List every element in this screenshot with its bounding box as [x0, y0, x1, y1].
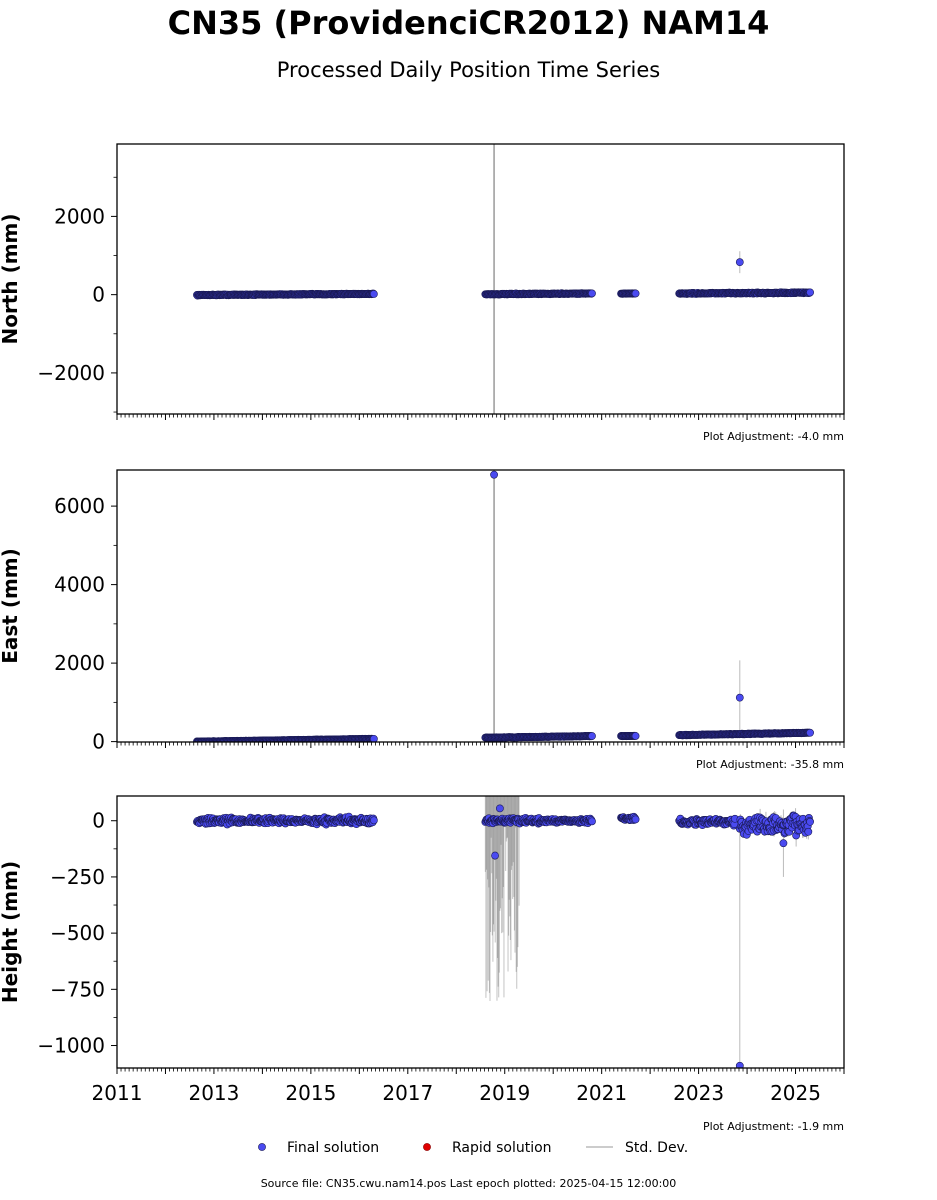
y-tick-label: −250: [50, 865, 105, 889]
data-point: [735, 258, 744, 267]
legend-marker-final: [258, 1143, 266, 1151]
y-tick-label: −750: [50, 977, 105, 1001]
x-tick-label: 2011: [92, 1081, 143, 1105]
plot-adjustment: Plot Adjustment: -4.0 mm: [703, 430, 844, 443]
data-layer: [193, 796, 814, 1068]
x-tick-label: 2013: [188, 1081, 239, 1105]
chart-subtitle: Processed Daily Position Time Series: [276, 58, 661, 82]
y-tick-label: 4000: [54, 573, 105, 597]
data-point: [369, 290, 378, 298]
legend-label: Rapid solution: [452, 1140, 552, 1156]
data-layer: [193, 144, 814, 414]
x-tick-label: 2023: [673, 1081, 724, 1105]
data-point: [588, 289, 596, 298]
chart-title: CN35 (ProvidenciCR2012) NAM14: [167, 4, 770, 42]
data-point: [804, 827, 813, 836]
data-point: [491, 851, 499, 860]
data-point: [735, 1061, 744, 1068]
data-point: [806, 288, 814, 297]
legend-marker-rapid: [423, 1143, 431, 1151]
y-tick-label: 2000: [54, 204, 105, 228]
legend-label: Final solution: [287, 1140, 379, 1156]
data-point: [490, 470, 498, 479]
data-point: [495, 804, 504, 813]
panel-3: 2011 2013 2015 2017 2019 2021 2023 2025 0 −250 −50…: [0, 795, 845, 1133]
x-tick-label: 2019: [479, 1081, 530, 1105]
x-tick-label: 2025: [770, 1081, 821, 1105]
x-tick-label: 2017: [382, 1081, 433, 1105]
x-tick-label: 2015: [285, 1081, 336, 1105]
data-point: [806, 817, 814, 826]
legend: Final solution Rapid solution Std. Dev.: [258, 1140, 688, 1156]
plot-adjustment: Plot Adjustment: -1.9 mm: [703, 1120, 844, 1133]
plot-adjustment: Plot Adjustment: -35.8 mm: [696, 758, 844, 771]
y-tick-label: 6000: [54, 494, 105, 518]
data-point: [779, 839, 788, 848]
axes-frame: [116, 795, 845, 1069]
panel-1: 2000 0 −2000 North (mm) Plot Adjustment: -4.…: [0, 143, 845, 443]
data-point: [588, 732, 596, 740]
axes-frame: [116, 469, 845, 743]
y-tick-label: 0: [92, 283, 105, 307]
x-tick-label: 2021: [576, 1081, 627, 1105]
y-tick-label: −1000: [37, 1034, 105, 1058]
data-point: [735, 693, 744, 702]
data-point: [631, 732, 640, 740]
y-axis-label: North (mm): [0, 213, 22, 344]
data-point: [631, 289, 640, 298]
legend-label: Std. Dev.: [625, 1140, 688, 1156]
y-axis-label: Height (mm): [0, 861, 22, 1003]
data-point: [369, 734, 378, 742]
y-tick-label: −500: [50, 921, 105, 945]
axes-frame: [116, 143, 845, 415]
data-point: [369, 816, 378, 825]
data-point: [588, 817, 596, 826]
y-tick-label: 2000: [54, 651, 105, 675]
panel-2: 6000 4000 2000 0 East (mm) Plot Adjustment: -…: [0, 469, 845, 771]
y-tick-label: 0: [92, 730, 105, 754]
y-tick-label: −2000: [37, 361, 105, 385]
y-tick-label: 0: [92, 809, 105, 833]
data-point: [806, 728, 814, 737]
data-layer: [193, 470, 814, 742]
source-footer: Source file: CN35.cwu.nam14.pos Last epo…: [260, 1177, 677, 1190]
data-point: [631, 815, 640, 824]
y-axis-label: East (mm): [0, 548, 22, 664]
